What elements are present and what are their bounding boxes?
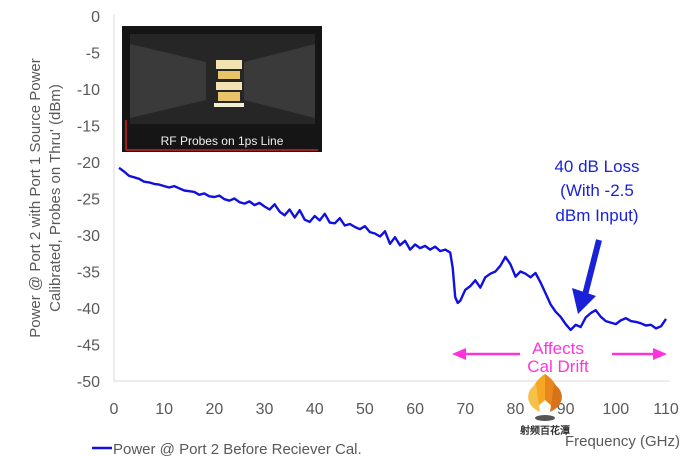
series-line-port2-power — [118, 166, 667, 332]
inset-photo: RF Probes on 1ps Line — [122, 26, 322, 152]
loss-text-line-1: 40 dB Loss — [554, 157, 639, 176]
y-tick-label: -30 — [77, 228, 100, 245]
x-tick-labels: 0 10 20 30 40 50 60 70 80 90 100 110 — [110, 401, 679, 418]
loss-text-line-3: dBm Input) — [555, 206, 638, 225]
y-tick-labels: 0 -5 -10 -15 -20 -25 -30 -35 -40 -45 -50 — [77, 9, 100, 391]
y-tick-label: -25 — [77, 192, 100, 209]
x-tick-label: 110 — [653, 401, 679, 418]
y-tick-label: -5 — [86, 46, 100, 63]
y-axis-label-line-1: Power @ Port 2 with Port 1 Source Power — [27, 58, 44, 338]
legend-label: Power @ Port 2 Before Reciever Cal. — [113, 441, 362, 456]
y-tick-label: 0 — [91, 9, 100, 26]
x-tick-label: 70 — [456, 401, 474, 418]
y-tick-label: -35 — [77, 265, 100, 282]
drift-arrow — [452, 348, 667, 360]
y-tick-label: -45 — [77, 338, 100, 355]
x-tick-label: 10 — [155, 401, 173, 418]
y-tick-label: -15 — [77, 119, 100, 136]
x-tick-label: 60 — [406, 401, 424, 418]
x-tick-label: 80 — [507, 401, 525, 418]
y-tick-label: -50 — [77, 374, 100, 391]
drift-text-line-1: Affects — [532, 339, 584, 358]
x-tick-label: 50 — [356, 401, 374, 418]
x-tick-label: 20 — [205, 401, 223, 418]
x-tick-label: 40 — [306, 401, 324, 418]
loss-text-line-2: (With -2.5 — [560, 181, 634, 200]
inset-caption: RF Probes on 1ps Line — [161, 134, 284, 148]
x-tick-label: 30 — [256, 401, 274, 418]
y-tick-label: -20 — [77, 155, 100, 172]
watermark-text: 射频百花潭 — [519, 424, 570, 437]
drift-text-line-2: Cal Drift — [527, 357, 589, 376]
x-tick-label: 90 — [557, 401, 575, 418]
watermark-logo: 射频百花潭 — [519, 374, 570, 437]
y-tick-label: -40 — [77, 301, 100, 318]
y-tick-label: -10 — [77, 82, 100, 99]
y-axis-label-line-2: Calibrated, Probes on Thru' (dBm) — [47, 84, 64, 312]
loss-annotation: 40 dB Loss (With -2.5 dBm Input) — [554, 157, 639, 225]
x-tick-label: 100 — [602, 401, 629, 418]
legend: Power @ Port 2 Before Reciever Cal. — [92, 441, 362, 456]
y-axis-label: Power @ Port 2 with Port 1 Source Power … — [27, 58, 64, 338]
x-axis-label: Frequency (GHz) — [565, 433, 680, 450]
loss-arrow — [572, 239, 602, 314]
x-tick-label: 0 — [110, 401, 119, 418]
drift-annotation: Affects Cal Drift — [527, 339, 589, 376]
